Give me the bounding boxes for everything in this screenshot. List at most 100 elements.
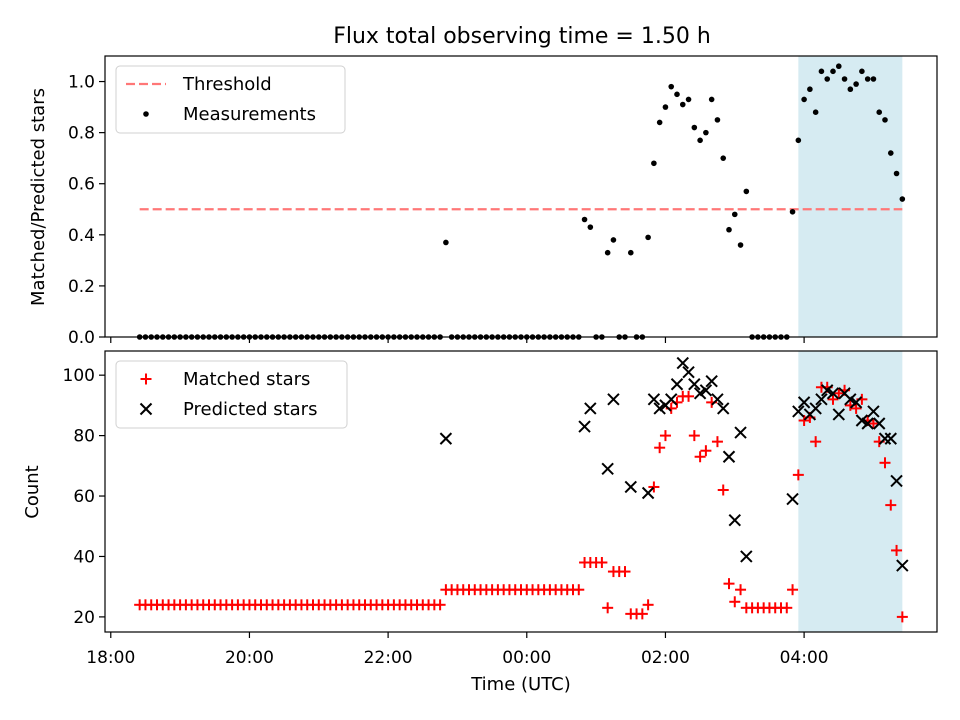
measurement-point [731,211,738,218]
x-tick-label: 18:00 [86,648,135,668]
predicted-point [826,387,840,400]
predicted-point [728,513,741,527]
top-y-axis-label: Matched/Predicted stars [28,88,49,306]
matched-point [850,402,862,414]
predicted-point [578,420,591,433]
cross-stroke-b [139,402,153,416]
predicted-point [711,393,724,406]
predicted-point [884,432,897,445]
measurement-point [587,224,594,230]
predicted-stars-series [439,356,909,572]
matched-point [867,418,879,430]
bottom-axes-frame [104,350,938,633]
measurement-point [743,188,750,195]
measurement-point [627,249,634,256]
matched-point [827,393,839,405]
cross-stroke-b [705,375,718,388]
matched-point [896,611,908,623]
cross-stroke-b [861,417,874,430]
predicted-point [792,405,805,418]
x-axis-ticks-top [110,337,805,343]
cross-stroke-b [826,387,840,400]
x-tick-label: 02:00 [641,648,690,668]
matched-point [792,469,804,481]
highlight-span [798,56,903,337]
y-tick-label: 80 [73,427,95,447]
predicted-point [665,393,678,406]
predicted-point [584,402,597,415]
cross-stroke-b [890,474,903,488]
measurement-point [830,68,836,75]
measurement-point [789,209,796,215]
x-tick-label: 22:00 [364,648,413,668]
measurement-point [801,96,807,103]
cross-stroke-b [884,432,897,445]
predicted-point [670,378,684,391]
cross-stroke-b [670,378,684,391]
y-tick-label: 20 [73,608,95,628]
cross-stroke-b [711,393,724,406]
measurement-point [714,117,721,123]
predicted-point [699,384,713,397]
cross-stroke-b [821,384,834,397]
matched-point [723,578,735,590]
cross-stroke-b [653,402,666,415]
cross-stroke-b [601,462,614,476]
measurement-point [870,76,877,82]
measurement-point [824,76,831,82]
matched-point [573,584,585,596]
matched-point [885,499,897,511]
predicted-point [734,426,747,439]
legend-measurements-swatch [143,111,149,117]
measurements-series [136,63,906,340]
legend-matched-swatch [140,373,152,385]
legend-measurements-label: Measurements [183,104,316,125]
cross-stroke-b [717,402,730,415]
cross-stroke-b [815,393,828,406]
measurement-point [443,239,449,246]
measurement-point [691,124,698,131]
top-legend: Threshold Measurements [115,65,346,134]
highlight-span [798,351,903,632]
measurement-point [835,63,842,70]
y-axis-ticks-top: 0.0 0.2 0.4 0.6 0.8 1.0 [68,73,105,348]
matched-point [700,445,712,457]
cross-stroke-b [722,450,736,463]
cross-stroke-b [844,393,857,406]
x-tick-label: 20:00 [225,648,274,668]
predicted-point [815,393,828,406]
measurement-point [656,119,663,126]
measurement-point [737,242,744,248]
cross-stroke-b [578,420,591,433]
y-tick-label: 0.0 [68,328,95,348]
measurement-point [876,109,883,115]
measurement-point [899,196,906,202]
matched-point [810,436,822,448]
measurement-point [847,86,854,93]
cross-stroke-b [439,432,453,445]
y-tick-label: 0.8 [68,124,95,144]
measurement-point [668,83,675,90]
measurement-point [882,117,888,123]
matched-point [636,608,648,620]
cross-stroke-b [647,393,661,406]
matched-point [798,414,810,426]
cross-stroke-b [607,393,620,406]
matched-point [596,557,608,569]
cross-stroke-b [896,559,909,572]
legend-matched-label: Matched stars [183,369,310,390]
predicted-point [682,365,695,379]
legend-plus-marker [140,373,152,385]
cross-stroke-b [873,417,886,430]
legend-frame [115,360,348,429]
cross-stroke-b [867,405,880,418]
cross-stroke-b [878,432,892,445]
y-tick-label: 0.2 [68,277,95,297]
predicted-point [890,474,903,488]
measurement-point [726,226,732,233]
cross-stroke-b [740,550,753,563]
legend-frame [115,65,346,134]
figure-title: Flux total observing time = 1.50 h [333,24,711,49]
predicted-point [693,387,707,400]
x-axis-label: Time (UTC) [470,674,571,695]
